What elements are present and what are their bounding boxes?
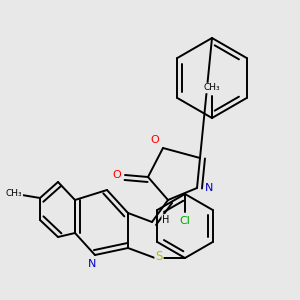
- Text: CH₃: CH₃: [204, 83, 220, 92]
- Text: S: S: [155, 250, 163, 262]
- Text: H: H: [162, 215, 170, 225]
- Text: O: O: [112, 170, 122, 180]
- Text: O: O: [151, 135, 159, 145]
- Text: N: N: [88, 259, 96, 269]
- Text: Cl: Cl: [180, 216, 190, 226]
- Text: N: N: [205, 183, 213, 193]
- Text: CH₃: CH₃: [6, 188, 22, 197]
